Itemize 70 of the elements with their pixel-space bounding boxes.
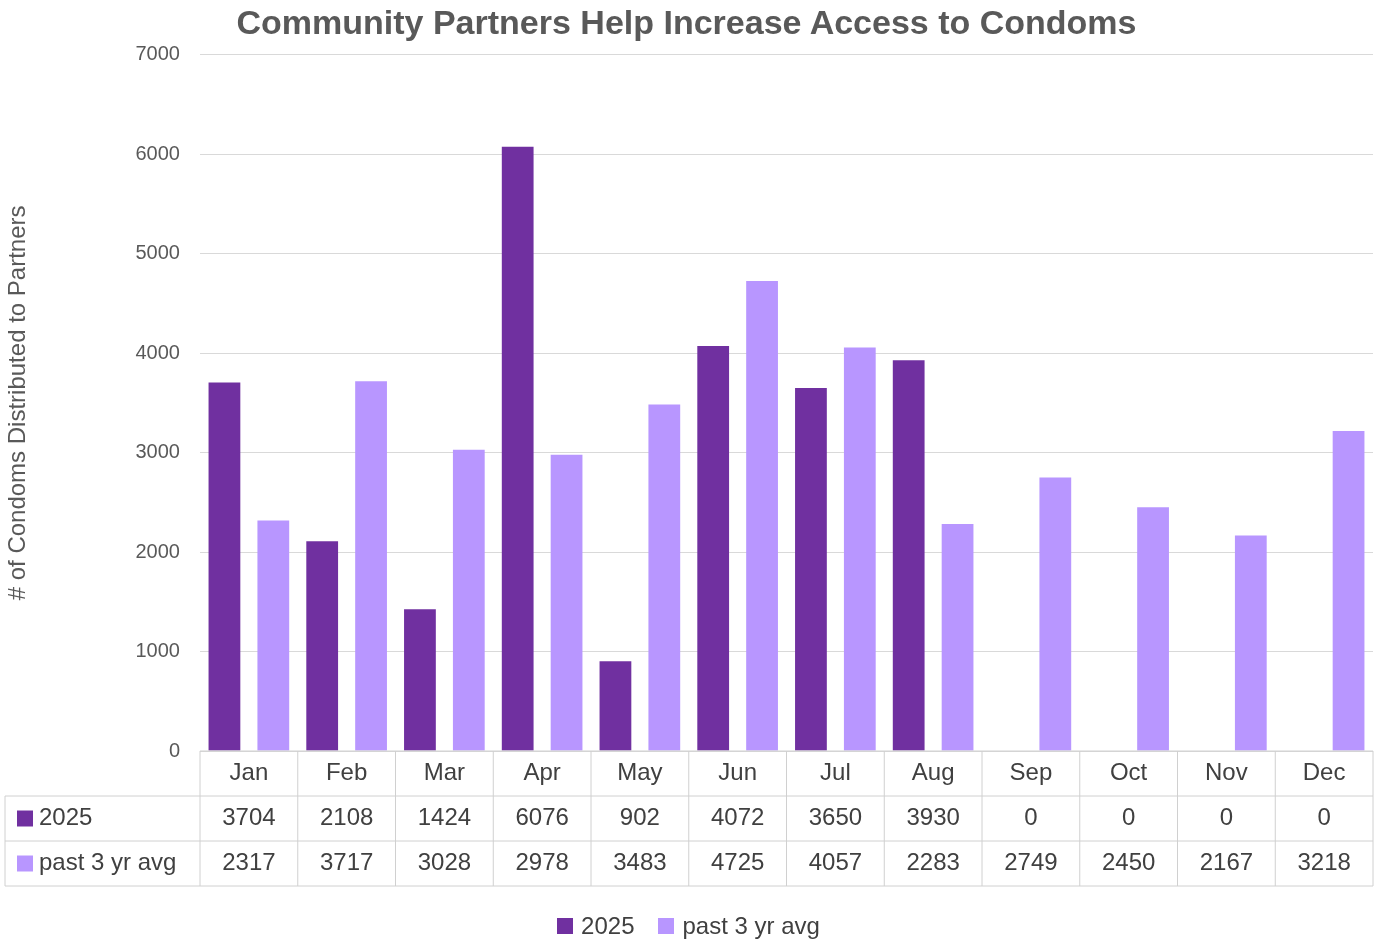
- y-tick-label: 0: [168, 738, 180, 761]
- bar: [697, 346, 730, 751]
- data-label: 3930: [906, 803, 960, 831]
- bar: [599, 661, 632, 751]
- legend-label: 2025: [39, 803, 93, 831]
- bar: [746, 281, 778, 751]
- data-label: 4057: [808, 848, 863, 876]
- bar: [208, 382, 241, 751]
- x-tick-label: Dec: [1302, 758, 1346, 786]
- data-label: 0: [1121, 803, 1136, 831]
- bar: [843, 347, 876, 751]
- data-label: 3218: [1297, 848, 1351, 876]
- data-label: 2283: [906, 848, 960, 876]
- bar: [404, 609, 436, 751]
- bar: [257, 520, 290, 751]
- x-tick-label: May: [617, 758, 663, 786]
- y-tick-label: 7000: [135, 42, 180, 65]
- data-label: 4725: [710, 848, 765, 876]
- x-tick-label: Jul: [820, 758, 851, 786]
- y-tick-label: 1000: [135, 639, 180, 662]
- bar: [1039, 477, 1072, 751]
- data-label: 3028: [417, 848, 472, 876]
- x-tick-label: Sep: [1009, 758, 1053, 786]
- bar: [306, 541, 339, 751]
- y-tick-label: 2000: [135, 539, 180, 562]
- text: past 3 yr avg: [682, 912, 820, 939]
- data-label: 3483: [613, 848, 667, 876]
- bar: [1332, 430, 1365, 751]
- data-label: 2978: [515, 848, 569, 876]
- data-label: 902: [619, 803, 660, 831]
- data-label: 2108: [319, 803, 374, 831]
- y-tick-label: 4000: [135, 340, 180, 363]
- data-label: 2450: [1101, 848, 1156, 876]
- data-label: 2167: [1199, 848, 1254, 876]
- data-label: 4072: [710, 803, 765, 831]
- text: 2025: [581, 912, 635, 939]
- x-tick-label: Apr: [523, 758, 561, 786]
- y-tick-label: 5000: [135, 241, 180, 264]
- x-tick-label: Mar: [423, 758, 466, 786]
- data-label: 6076: [515, 803, 569, 831]
- data-label: 0: [1219, 803, 1234, 831]
- data-label: 3650: [808, 803, 863, 831]
- y-tick-label: 3000: [135, 440, 180, 463]
- data-label: 0: [1317, 803, 1331, 831]
- y-tick-label: 6000: [135, 141, 180, 164]
- bar: [795, 387, 827, 751]
- bar: [550, 454, 583, 751]
- bar: [648, 404, 681, 751]
- x-tick-label: Feb: [325, 758, 368, 786]
- data-label: 1424: [417, 803, 472, 831]
- chart-title: Community Partners Help Increase Access to Condoms: [236, 2, 1137, 41]
- bar: [1137, 507, 1169, 751]
- bar: [355, 381, 387, 751]
- bar: [452, 449, 485, 751]
- bar: [501, 146, 534, 751]
- x-tick-label: Aug: [911, 758, 955, 786]
- bar: [892, 360, 925, 751]
- bar: [1234, 535, 1267, 751]
- bar: [941, 523, 974, 751]
- legend-label: past 3 yr avg: [39, 848, 177, 876]
- x-tick-label: Nov: [1205, 758, 1248, 786]
- data-label: 0: [1024, 803, 1038, 831]
- data-label: 3717: [319, 848, 374, 876]
- x-tick-label: Jan: [229, 758, 269, 786]
- x-tick-label: Oct: [1109, 758, 1148, 786]
- data-label: 3704: [222, 803, 276, 831]
- x-tick-label: Jun: [718, 758, 757, 786]
- data-label: 2317: [222, 848, 276, 876]
- y-axis-title: # of Condoms Distributed to Partners: [3, 205, 31, 601]
- data-label: 2749: [1004, 848, 1058, 876]
